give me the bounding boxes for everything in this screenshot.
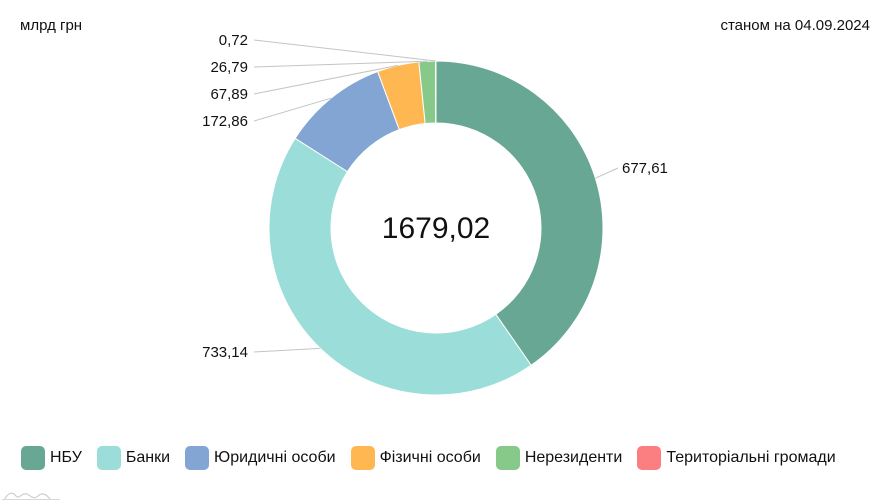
legend-swatch: [637, 446, 662, 470]
leader-line: [253, 64, 399, 95]
legend-swatch: [96, 446, 121, 470]
legend-label: Фізичні особи: [379, 449, 481, 466]
as-of-date: станом на 04.09.2024: [720, 17, 870, 34]
leader-line: [253, 97, 332, 122]
slice-label: 172,86: [202, 113, 248, 130]
legend-swatch: [350, 446, 375, 470]
slice-label: 26,79: [210, 59, 248, 76]
legend-label: Територіальні громади: [666, 449, 836, 466]
legend-label: Банки: [125, 449, 171, 466]
unit-label: млрд грн: [20, 17, 83, 34]
legend-swatch: [185, 446, 210, 470]
slice-label: 733,14: [202, 344, 248, 361]
slice-label: 67,89: [210, 86, 248, 103]
legend-item[interactable]: Нерезиденти: [495, 446, 623, 470]
leader-line: [253, 60, 428, 68]
slice-label: 0,72: [219, 32, 248, 49]
legend-label: НБУ: [50, 449, 82, 466]
logo-watermark-icon: [2, 492, 60, 500]
legend-label: Нерезиденти: [524, 449, 623, 466]
slice-label: 677,61: [622, 160, 668, 177]
slice-0[interactable]: [435, 60, 604, 366]
slice-1[interactable]: [268, 137, 532, 396]
leader-line: [253, 347, 321, 353]
legend-swatch: [21, 446, 45, 470]
leader-line: [595, 167, 619, 179]
legend-item[interactable]: Юридичні особи: [185, 446, 336, 470]
total-value: 1679,02: [382, 212, 490, 245]
legend-item[interactable]: НБУ: [21, 446, 82, 470]
legend-item[interactable]: Територіальні громади: [637, 446, 836, 470]
legend-item[interactable]: Банки: [96, 446, 171, 470]
donut-chart: 677,61 733,14 172,86 67,89 26,79 0,72 1679,02: [202, 32, 668, 396]
legend: НБУ Банки Юридичні особи Фізичні особи Нерез…: [21, 446, 851, 470]
legend-item[interactable]: Фізичні особи: [350, 446, 481, 470]
legend-swatch: [495, 446, 520, 470]
leader-line: [253, 39, 436, 62]
legend-label: Юридичні особи: [214, 449, 336, 466]
